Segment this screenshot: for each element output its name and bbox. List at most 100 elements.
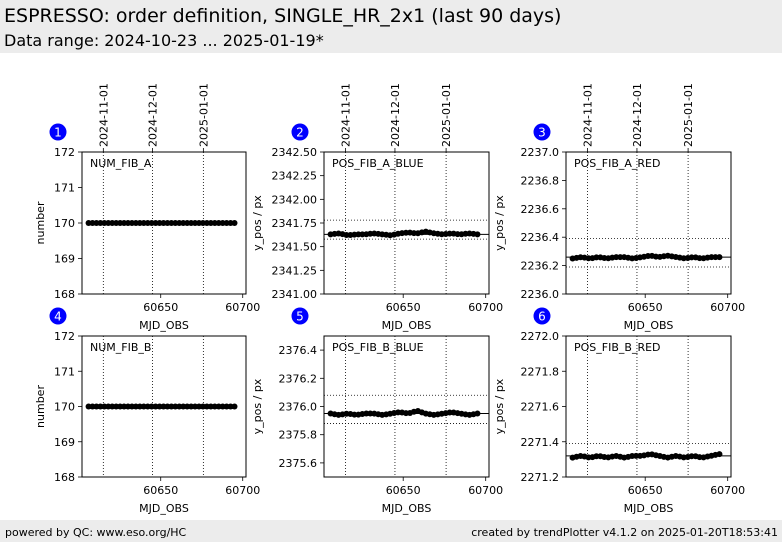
panel-1-parameter-label: NUM_FIB_A — [90, 157, 152, 170]
panel-5-x-tick-label: 60700 — [468, 484, 503, 497]
panel-1-number-badge-label: 1 — [54, 126, 62, 140]
panel-1-x-axis-label: MJD_OBS — [139, 319, 189, 332]
panel-1-x-tick-label: 60700 — [225, 301, 260, 314]
panel-2-number-badge — [291, 123, 309, 141]
panel-2-y-tick-label: 2342.25 — [272, 170, 318, 183]
panel-4-y-tick-label: 168 — [54, 471, 75, 484]
panel-3-date-tick-label: 2025-01-01 — [682, 83, 695, 147]
panel-4-number-badge-label: 4 — [54, 310, 62, 324]
panel-6-parameter-label: POS_FIB_B_RED — [574, 341, 661, 354]
panel-3-y-axis-label: y_pos / px — [493, 195, 506, 251]
panel-5-y-tick-label: 2376.4 — [279, 344, 318, 357]
panel-2-parameter-label: POS_FIB_A_BLUE — [332, 157, 424, 170]
panel-3-date-tick-label: 2024-12-01 — [631, 83, 644, 147]
panel-3-y-tick-label: 2236.8 — [521, 174, 560, 187]
panel-6-y-axis-label: y_pos / px — [493, 378, 506, 434]
panel-1-y-tick-label: 170 — [54, 217, 75, 230]
footer-powered-by: powered by QC: www.eso.org/HC — [5, 526, 187, 539]
panel-4-y-tick-label: 169 — [54, 436, 75, 449]
panel-5-x-axis-label: MJD_OBS — [382, 502, 432, 515]
panel-4-y-tick-label: 170 — [54, 401, 75, 414]
panel-3-axes-frame — [565, 151, 732, 295]
panel-5-y-tick-label: 2376.0 — [279, 401, 318, 414]
header-bar: ESPRESSO: order definition, SINGLE_HR_2x… — [0, 0, 782, 53]
panel-5-data-point — [474, 410, 481, 417]
panel-2-x-tick-label: 60700 — [468, 301, 503, 314]
panel-1-y-axis-label: number — [34, 201, 47, 244]
panel-3-x-axis-label: MJD_OBS — [624, 319, 674, 332]
panel-5-axes-frame — [323, 335, 490, 478]
panel-2-date-tick-label: 2025-01-01 — [440, 83, 453, 147]
panel-1-y-tick-label: 169 — [54, 253, 75, 266]
panel-4-parameter-label: NUM_FIB_B — [90, 341, 151, 354]
footer-bar: powered by QC: www.eso.org/HC created by… — [0, 520, 782, 542]
panel-2-x-axis-label: MJD_OBS — [382, 319, 432, 332]
panel-4-x-axis-label: MJD_OBS — [139, 502, 189, 515]
panel-1-date-tick-label: 2024-11-01 — [97, 83, 110, 147]
panel-6-x-tick-label: 60650 — [628, 484, 663, 497]
panel-5-x-tick-label: 60650 — [386, 484, 421, 497]
panel-3-y-tick-label: 2237.0 — [521, 146, 560, 159]
panel-3-parameter-label: POS_FIB_A_RED — [574, 157, 660, 170]
panel-2-y-tick-label: 2342.50 — [272, 146, 318, 159]
panel-5-number-badge-label: 5 — [296, 310, 304, 324]
panel-2-axes-frame — [323, 151, 490, 295]
panel-6-y-tick-label: 2272.0 — [521, 330, 560, 343]
panel-3-y-tick-label: 2236.4 — [521, 231, 560, 244]
panel-4-y-axis-label: number — [34, 385, 47, 428]
panel-3-data-point — [716, 254, 723, 261]
panel-5-parameter-label: POS_FIB_B_BLUE — [332, 341, 424, 354]
panel-5-y-tick-label: 2375.8 — [279, 429, 318, 442]
panel-2-y-tick-label: 2341.25 — [272, 264, 318, 277]
panel-2-y-tick-label: 2341.00 — [272, 288, 318, 301]
panel-3-y-tick-label: 2236.0 — [521, 288, 560, 301]
panel-1-y-tick-label: 172 — [54, 146, 75, 159]
panel-1-date-tick-label: 2025-01-01 — [197, 83, 210, 147]
panel-6-y-tick-label: 2271.6 — [521, 401, 560, 414]
panel-6-y-tick-label: 2271.4 — [521, 436, 560, 449]
panel-6-y-tick-label: 2271.2 — [521, 471, 560, 484]
panel-1-y-tick-label: 171 — [54, 182, 75, 195]
page-title: ESPRESSO: order definition, SINGLE_HR_2x… — [4, 5, 562, 27]
panel-4-number-badge — [49, 307, 67, 325]
panel-4-x-tick-label: 60650 — [143, 484, 178, 497]
panel-1-y-tick-label: 168 — [54, 288, 75, 301]
panel-6-number-badge — [533, 307, 551, 325]
panel-4-y-tick-label: 172 — [54, 330, 75, 343]
panel-2-y-tick-label: 2341.75 — [272, 217, 318, 230]
panel-1-number-badge — [49, 123, 67, 141]
panel-1-x-tick-label: 60650 — [143, 301, 178, 314]
panel-2-y-axis-label: y_pos / px — [251, 195, 264, 251]
panel-2-y-tick-label: 2342.00 — [272, 193, 318, 206]
panel-2-number-badge-label: 2 — [296, 126, 304, 140]
panel-1-data-point — [231, 220, 238, 226]
panel-2-date-tick-label: 2024-11-01 — [339, 83, 352, 147]
panel-3-y-tick-label: 2236.6 — [521, 203, 560, 216]
panel-2-x-tick-label: 60650 — [386, 301, 421, 314]
panel-6-number-badge-label: 6 — [538, 310, 546, 324]
panel-4-x-tick-label: 60700 — [225, 484, 260, 497]
footer-created-by: created by trendPlotter v4.1.2 on 2025-0… — [471, 526, 778, 539]
panel-4-y-tick-label: 171 — [54, 365, 75, 378]
panel-6-data-point — [716, 451, 723, 458]
panel-3-number-badge-label: 3 — [538, 126, 546, 140]
panel-3-number-badge — [533, 123, 551, 141]
panel-5-y-tick-label: 2376.2 — [279, 372, 318, 385]
panel-5-y-tick-label: 2375.6 — [279, 457, 318, 470]
panel-2-y-tick-label: 2341.50 — [272, 241, 318, 254]
panel-3-y-tick-label: 2236.2 — [521, 260, 560, 273]
panel-5-number-badge — [291, 307, 309, 325]
panel-2-date-tick-label: 2024-12-01 — [389, 83, 402, 147]
panel-3-x-tick-label: 60700 — [710, 301, 745, 314]
panel-2-data-point — [474, 231, 481, 238]
panel-6-y-tick-label: 2271.8 — [521, 365, 560, 378]
data-range-subtitle: Data range: 2024-10-23 ... 2025-01-19* — [4, 31, 324, 50]
panel-5-y-axis-label: y_pos / px — [251, 378, 264, 434]
panel-3-date-tick-label: 2024-11-01 — [581, 83, 594, 147]
panel-4-data-point — [231, 403, 238, 410]
panel-6-x-axis-label: MJD_OBS — [624, 502, 674, 515]
panel-6-x-tick-label: 60700 — [710, 484, 745, 497]
panel-1-date-tick-label: 2024-12-01 — [147, 83, 160, 147]
panel-3-x-tick-label: 60650 — [628, 301, 663, 314]
